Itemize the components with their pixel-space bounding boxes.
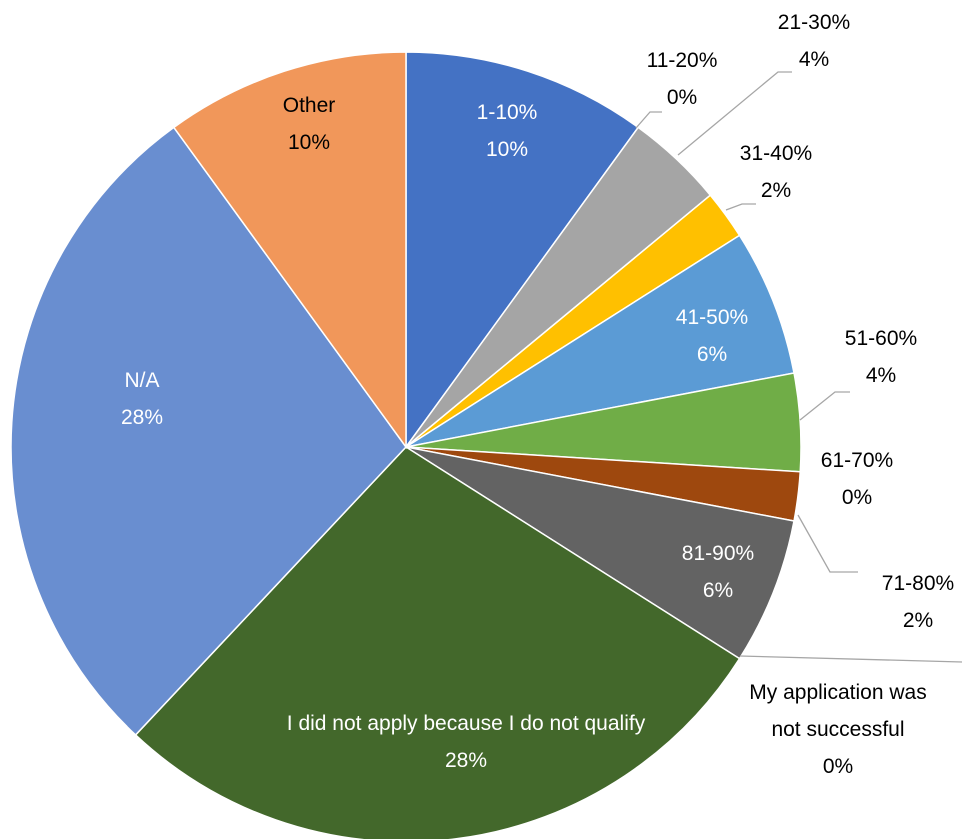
data-label: My application was not successful 0% <box>738 674 938 785</box>
category-label: 61-70% <box>820 449 894 472</box>
value-label: 0% <box>666 86 698 109</box>
data-label: 61-70% 0% <box>787 442 927 516</box>
value-label: 0% <box>841 486 873 509</box>
data-label: I did not apply because I do not qualify… <box>281 705 651 779</box>
data-label: 31-40% 2% <box>706 135 846 209</box>
category-label: N/A <box>124 369 160 392</box>
leader-line <box>797 514 858 573</box>
data-label: Other 10% <box>239 87 379 161</box>
pie-slice <box>10 126 407 737</box>
category-label: 21-30% <box>777 11 851 34</box>
value-label: 4% <box>865 364 897 387</box>
value-label: 2% <box>760 179 792 202</box>
category-label: 81-90% <box>681 542 755 565</box>
category-label: I did not apply because I do not qualify <box>286 712 646 735</box>
data-label: 21-30% 4% <box>744 4 884 78</box>
leader-line <box>725 203 756 211</box>
value-label: 0% <box>822 755 854 778</box>
data-label: 1-10% 10% <box>427 94 587 168</box>
category-label: 71-80% <box>881 572 955 595</box>
category-label: Other <box>282 94 336 117</box>
data-label: 71-80% 2% <box>858 565 972 639</box>
value-label: 10% <box>485 138 529 161</box>
category-label: My application was not successful <box>749 681 927 741</box>
value-label: 6% <box>696 343 728 366</box>
value-label: 28% <box>120 406 164 429</box>
value-label: 10% <box>287 131 331 154</box>
data-label: 11-20% 0% <box>612 42 752 116</box>
data-label: N/A 28% <box>72 362 212 436</box>
leader-line <box>677 71 792 156</box>
leader-line <box>635 111 662 129</box>
category-label: 31-40% <box>739 142 813 165</box>
value-label: 6% <box>702 579 734 602</box>
data-label: 51-60% 4% <box>811 320 951 394</box>
value-label: 4% <box>798 48 830 71</box>
value-label: 28% <box>444 749 488 772</box>
pie-slice <box>405 51 640 450</box>
leader-line <box>799 391 850 421</box>
category-label: 41-50% <box>675 306 749 329</box>
data-label: 81-90% 6% <box>648 535 788 609</box>
category-label: 51-60% <box>844 327 918 350</box>
pie-slice <box>172 51 407 450</box>
category-label: 1-10% <box>476 101 538 124</box>
data-label: 41-50% 6% <box>642 299 782 373</box>
pie-slice <box>405 234 795 448</box>
leader-line <box>739 655 963 663</box>
category-label: 11-20% <box>646 49 718 72</box>
value-label: 2% <box>902 609 934 632</box>
